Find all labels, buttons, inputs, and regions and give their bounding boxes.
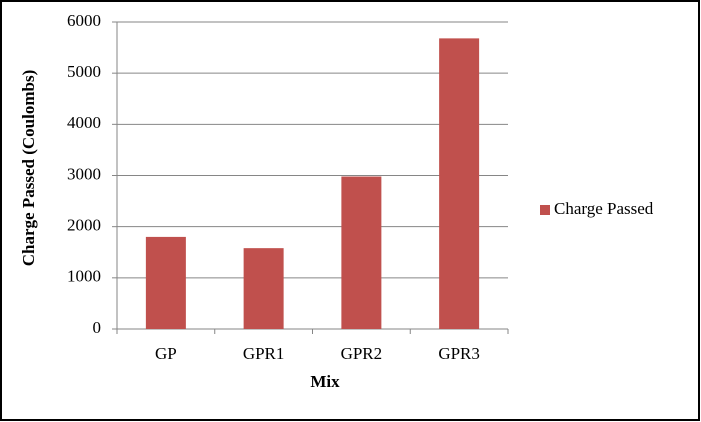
x-tick-label: GPR3 — [438, 344, 480, 363]
bar — [439, 38, 480, 330]
legend-label: Charge Passed — [554, 199, 654, 218]
y-tick-label: 1000 — [67, 267, 101, 286]
y-axis-label: Charge Passed (Coulombs) — [19, 70, 38, 266]
x-tick-label: GPR1 — [243, 344, 285, 363]
x-axis-label: Mix — [310, 372, 340, 391]
legend-swatch — [540, 205, 550, 215]
bar — [341, 176, 382, 329]
y-tick-label: 0 — [93, 318, 102, 337]
y-tick-label: 3000 — [67, 164, 101, 183]
y-tick-label: 6000 — [67, 11, 101, 30]
x-tick-label: GPR2 — [341, 344, 383, 363]
x-tick-label: GP — [155, 344, 177, 363]
bar — [243, 248, 284, 329]
y-tick-label: 5000 — [67, 62, 101, 81]
bar — [145, 236, 186, 329]
y-tick-label: 4000 — [67, 113, 101, 132]
y-tick-label: 2000 — [67, 216, 101, 235]
